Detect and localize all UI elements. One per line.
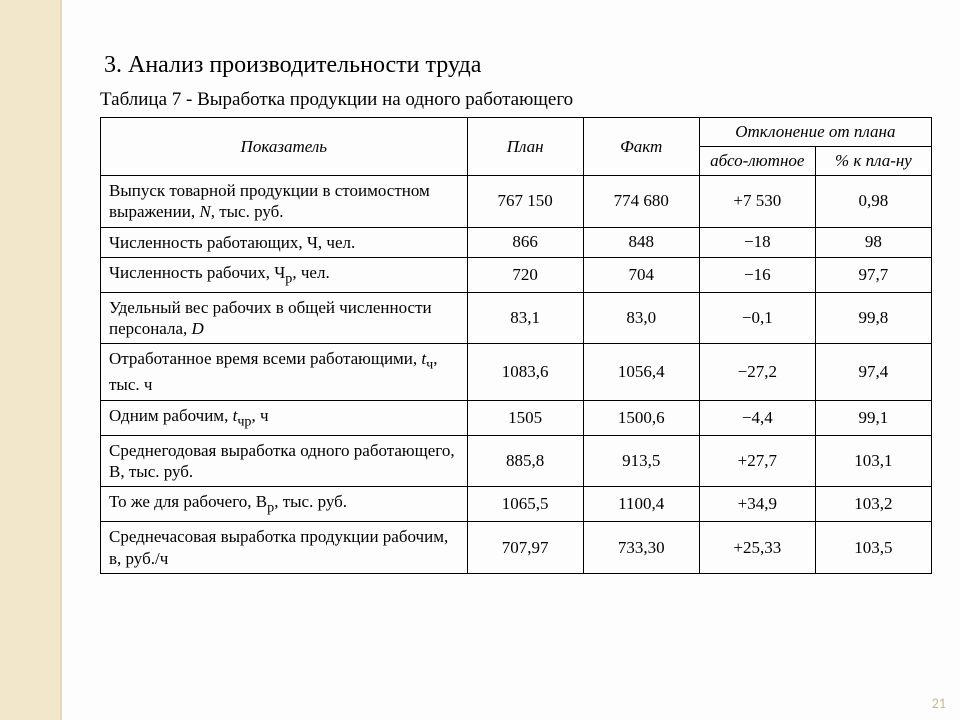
slide-content: 3. Анализ производительности труда Табли… <box>60 0 960 720</box>
cell-fact: 913,5 <box>583 435 699 487</box>
cell-pct: 0,98 <box>815 176 931 228</box>
table-header: Показатель План Факт Отклонение от плана… <box>101 118 932 176</box>
page-number: 21 <box>932 695 946 712</box>
th-dev-abs: абсо-лютное <box>699 147 815 176</box>
cell-fact: 704 <box>583 257 699 292</box>
cell-plan: 720 <box>467 257 583 292</box>
table-row: Численность работающих, Ч, чел.866848−18… <box>101 227 932 257</box>
table-row: Выпуск товарной продукции в стоимостном … <box>101 176 932 228</box>
cell-plan: 83,1 <box>467 292 583 344</box>
cell-plan: 866 <box>467 227 583 257</box>
cell-plan: 1083,6 <box>467 344 583 400</box>
cell-plan: 767 150 <box>467 176 583 228</box>
table-row: Численность рабочих, Чр, чел.720704−1697… <box>101 257 932 292</box>
cell-plan: 885,8 <box>467 435 583 487</box>
cell-abs: −18 <box>699 227 815 257</box>
cell-pct: 98 <box>815 227 931 257</box>
cell-fact: 848 <box>583 227 699 257</box>
cell-plan: 1505 <box>467 400 583 435</box>
cell-fact: 83,0 <box>583 292 699 344</box>
cell-abs: +27,7 <box>699 435 815 487</box>
cell-abs: +34,9 <box>699 487 815 522</box>
cell-indicator: Отработанное время всеми работающими, tч… <box>101 344 468 400</box>
table-body: Выпуск товарной продукции в стоимостном … <box>101 176 932 574</box>
th-deviation-group: Отклонение от плана <box>699 118 931 147</box>
cell-fact: 733,30 <box>583 522 699 574</box>
cell-indicator: Среднечасовая выработка продукции рабочи… <box>101 522 468 574</box>
cell-pct: 97,4 <box>815 344 931 400</box>
cell-pct: 97,7 <box>815 257 931 292</box>
section-heading: 3. Анализ производительности труда <box>104 52 932 79</box>
th-indicator: Показатель <box>101 118 468 176</box>
cell-indicator: Среднегодовая выработка одного работающе… <box>101 435 468 487</box>
table-row: Одним рабочим, tчр, ч15051500,6−4,499,1 <box>101 400 932 435</box>
cell-plan: 707,97 <box>467 522 583 574</box>
cell-abs: −4,4 <box>699 400 815 435</box>
cell-fact: 1056,4 <box>583 344 699 400</box>
cell-indicator: То же для рабочего, Вр, тыс. руб. <box>101 487 468 522</box>
cell-abs: +25,33 <box>699 522 815 574</box>
cell-pct: 99,1 <box>815 400 931 435</box>
cell-indicator: Численность работающих, Ч, чел. <box>101 227 468 257</box>
th-dev-pct: % к пла-ну <box>815 147 931 176</box>
table-row: То же для рабочего, Вр, тыс. руб.1065,51… <box>101 487 932 522</box>
table-row: Удельный вес рабочих в общей численности… <box>101 292 932 344</box>
cell-abs: +7 530 <box>699 176 815 228</box>
cell-abs: −27,2 <box>699 344 815 400</box>
cell-indicator: Одним рабочим, tчр, ч <box>101 400 468 435</box>
th-fact: Факт <box>583 118 699 176</box>
cell-indicator: Численность рабочих, Чр, чел. <box>101 257 468 292</box>
cell-fact: 774 680 <box>583 176 699 228</box>
table-caption: Таблица 7 - Выработка продукции на одног… <box>100 89 932 111</box>
cell-indicator: Выпуск товарной продукции в стоимостном … <box>101 176 468 228</box>
cell-abs: −16 <box>699 257 815 292</box>
cell-fact: 1100,4 <box>583 487 699 522</box>
table-row: Среднечасовая выработка продукции рабочи… <box>101 522 932 574</box>
cell-fact: 1500,6 <box>583 400 699 435</box>
cell-pct: 99,8 <box>815 292 931 344</box>
cell-abs: −0,1 <box>699 292 815 344</box>
cell-plan: 1065,5 <box>467 487 583 522</box>
cell-indicator: Удельный вес рабочих в общей численности… <box>101 292 468 344</box>
cell-pct: 103,2 <box>815 487 931 522</box>
cell-pct: 103,5 <box>815 522 931 574</box>
table-row: Отработанное время всеми работающими, tч… <box>101 344 932 400</box>
productivity-table: Показатель План Факт Отклонение от плана… <box>100 117 932 574</box>
cell-pct: 103,1 <box>815 435 931 487</box>
th-plan: План <box>467 118 583 176</box>
table-row: Среднегодовая выработка одного работающе… <box>101 435 932 487</box>
slide-sidebar <box>0 0 62 720</box>
